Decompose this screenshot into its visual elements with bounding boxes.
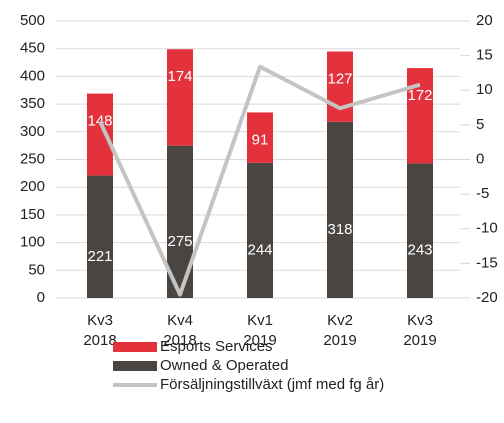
x-tick-label: Kv4 2018: [163, 312, 196, 349]
y-tick-label: 300: [20, 123, 45, 140]
data-label: 221: [87, 248, 112, 265]
data-label: 174: [167, 68, 192, 85]
bar-segment: [247, 112, 273, 163]
legend-swatch: [113, 361, 157, 371]
line-series: [98, 64, 421, 297]
y-tick-label: 450: [20, 40, 45, 57]
y2-tick-label: -20: [476, 289, 498, 306]
bar-segment: [407, 163, 433, 298]
legend-label: Försäljningstillväxt (jmf med fg år): [160, 376, 384, 393]
data-label: 172: [407, 87, 432, 104]
y-tick-label: 200: [20, 178, 45, 195]
y2-tick-label: -10: [476, 220, 498, 237]
data-label: 275: [167, 233, 192, 250]
legend-label: Esports Services: [160, 338, 273, 355]
y2-tick-label: 10: [476, 81, 493, 98]
y-tick-label: 250: [20, 150, 45, 167]
bar-segment: [327, 121, 353, 298]
y2-tick-label: -5: [476, 185, 489, 202]
x-tick-label: Kv1 2019: [243, 312, 276, 349]
x-tick-label: Kv2 2019: [323, 312, 356, 349]
data-label: 148: [87, 113, 112, 130]
legend-label: Owned & Operated: [160, 357, 288, 374]
y-tick-label: 150: [20, 206, 45, 223]
bar-segment: [87, 175, 113, 298]
y2-tick-label: 0: [476, 150, 484, 167]
bar-segment: [247, 162, 273, 298]
bar-segment: [87, 93, 113, 176]
bar-segment: [167, 49, 193, 146]
y2-tick-label: 20: [476, 12, 493, 29]
y-tick-label: 400: [20, 67, 45, 84]
legend-swatch: [113, 342, 157, 352]
y2-tick-label: 15: [476, 47, 493, 64]
bar-segment: [407, 68, 433, 164]
y-tick-label: 50: [28, 261, 45, 278]
x-tick-label: Kv3 2018: [83, 312, 116, 349]
y-tick-label: 100: [20, 234, 45, 251]
y-tick-label: 0: [37, 289, 45, 306]
y2-tick-label: -15: [476, 254, 498, 271]
y-tick-label: 350: [20, 95, 45, 112]
y-tick-label: 500: [20, 12, 45, 29]
data-label: 91: [252, 131, 269, 148]
data-label: 318: [327, 221, 352, 238]
x-tick-label: Kv3 2019: [403, 312, 436, 349]
data-label: 127: [327, 70, 352, 87]
data-label: 243: [407, 242, 432, 259]
y2-tick-label: 5: [476, 116, 484, 133]
data-label: 244: [247, 241, 272, 258]
